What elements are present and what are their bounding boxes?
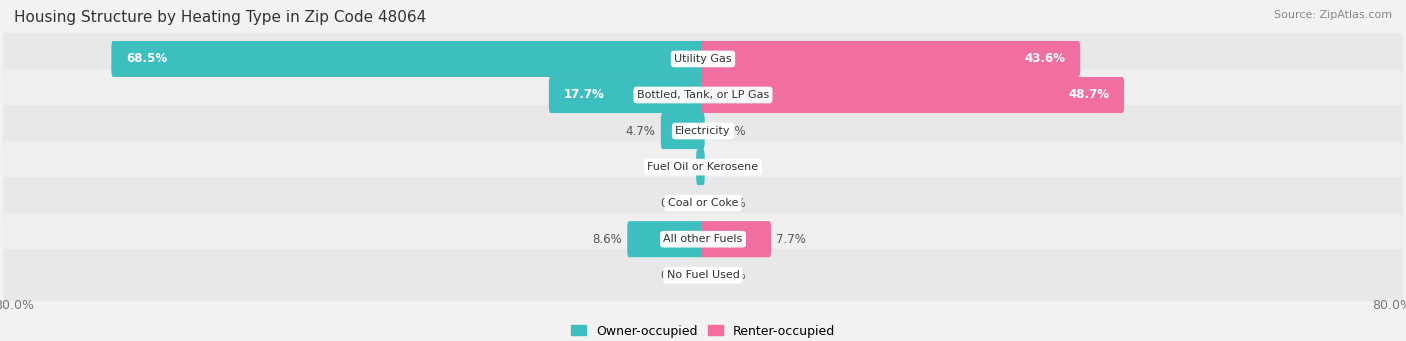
FancyBboxPatch shape — [696, 149, 704, 185]
Text: 0.0%: 0.0% — [661, 269, 690, 282]
Text: Utility Gas: Utility Gas — [675, 54, 731, 64]
FancyBboxPatch shape — [702, 41, 1080, 77]
Text: 7.7%: 7.7% — [776, 233, 806, 246]
Text: 43.6%: 43.6% — [1025, 53, 1066, 65]
Text: No Fuel Used: No Fuel Used — [666, 270, 740, 280]
FancyBboxPatch shape — [627, 221, 704, 257]
Text: 4.7%: 4.7% — [626, 124, 655, 137]
Text: 48.7%: 48.7% — [1069, 89, 1109, 102]
FancyBboxPatch shape — [111, 41, 704, 77]
FancyBboxPatch shape — [3, 213, 1403, 265]
Text: 0.0%: 0.0% — [716, 124, 745, 137]
Text: Coal or Coke: Coal or Coke — [668, 198, 738, 208]
FancyBboxPatch shape — [3, 105, 1403, 157]
Text: Bottled, Tank, or LP Gas: Bottled, Tank, or LP Gas — [637, 90, 769, 100]
Text: 0.0%: 0.0% — [661, 197, 690, 210]
Text: Source: ZipAtlas.com: Source: ZipAtlas.com — [1274, 10, 1392, 20]
Text: Housing Structure by Heating Type in Zip Code 48064: Housing Structure by Heating Type in Zip… — [14, 10, 426, 25]
FancyBboxPatch shape — [702, 77, 1125, 113]
FancyBboxPatch shape — [702, 221, 770, 257]
Text: 68.5%: 68.5% — [127, 53, 167, 65]
Text: 0.0%: 0.0% — [716, 269, 745, 282]
Text: All other Fuels: All other Fuels — [664, 234, 742, 244]
FancyBboxPatch shape — [548, 77, 704, 113]
FancyBboxPatch shape — [3, 249, 1403, 301]
Legend: Owner-occupied, Renter-occupied: Owner-occupied, Renter-occupied — [567, 320, 839, 341]
FancyBboxPatch shape — [3, 177, 1403, 229]
FancyBboxPatch shape — [3, 141, 1403, 193]
FancyBboxPatch shape — [3, 33, 1403, 85]
FancyBboxPatch shape — [3, 69, 1403, 121]
FancyBboxPatch shape — [661, 113, 704, 149]
Text: Fuel Oil or Kerosene: Fuel Oil or Kerosene — [647, 162, 759, 172]
Text: 0.59%: 0.59% — [654, 161, 690, 174]
Text: 0.0%: 0.0% — [716, 161, 745, 174]
Text: 0.0%: 0.0% — [716, 197, 745, 210]
Text: Electricity: Electricity — [675, 126, 731, 136]
Text: 8.6%: 8.6% — [592, 233, 621, 246]
Text: 17.7%: 17.7% — [564, 89, 605, 102]
